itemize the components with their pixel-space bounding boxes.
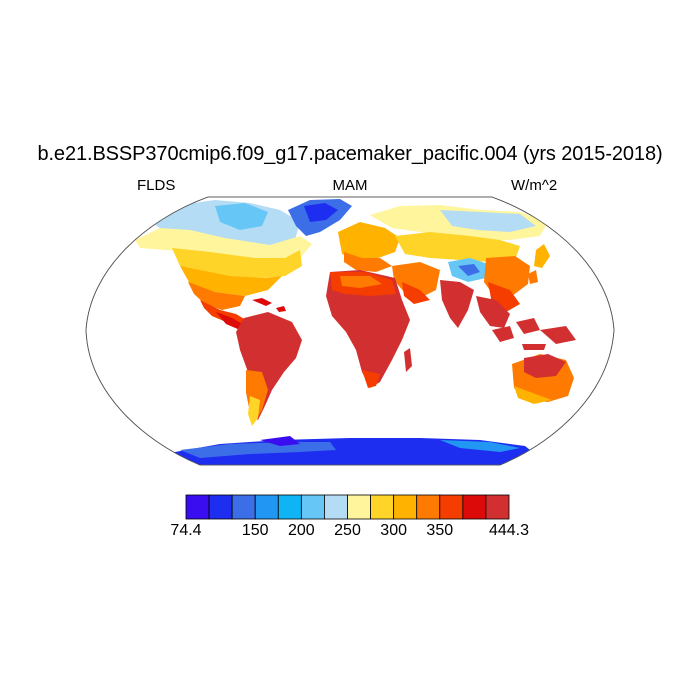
colorbar-swatch [347,494,371,520]
colorbar-swatch [277,494,302,520]
colorbar-swatch [439,494,464,520]
north-america [135,200,312,336]
maritime-continent [492,318,576,350]
colorbar-swatch [485,494,510,520]
map-border [85,196,615,466]
antarctica [160,436,540,465]
colorbar-tick-label: 150 [241,522,269,539]
colorbar-tick-label: 300 [380,522,407,539]
colorbar-tick-label: 74.4 [170,522,202,539]
colorbar-swatch [300,494,325,520]
season-label: MAM [332,177,368,194]
eurasia [338,205,550,328]
colorbar-tick-label: 444.3 [488,522,530,539]
south-america [236,312,302,426]
colorbar-swatch [416,494,441,520]
colorbar-swatch [185,494,210,520]
colorbar-swatch [370,494,395,520]
colorbar-swatch [462,494,487,520]
colorbar-tick-label: 350 [426,522,454,539]
colorbar-swatch [324,494,348,520]
africa [326,270,412,388]
colorbar-tick-label: 250 [334,522,361,539]
units-label: W/m^2 [511,177,558,194]
colorbar-tick-label: 200 [287,522,315,539]
variable-label: FLDS [137,177,176,194]
colorbar-swatch [231,494,256,520]
colorbar-swatch [393,494,418,520]
colorbar-swatch [254,494,279,520]
plot-title: b.e21.BSSP370cmip6.f09_g17.pacemaker_pac… [37,143,663,165]
greenland [288,199,352,236]
colorbar-swatch [208,494,233,520]
